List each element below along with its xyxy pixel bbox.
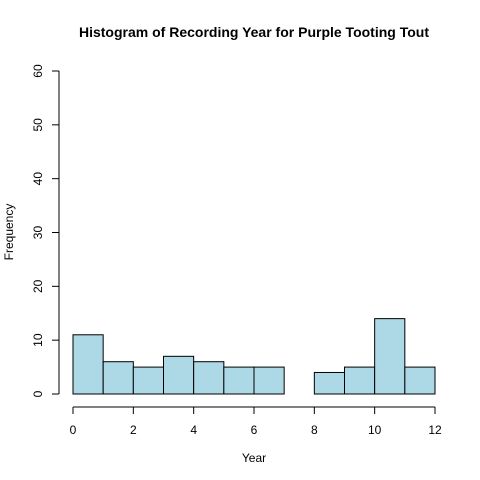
bars-group xyxy=(72,318,436,395)
x-tick-label-2: 4 xyxy=(190,423,197,437)
y-tick-label-5: 50 xyxy=(31,118,45,132)
x-axis-label: Year xyxy=(242,451,266,465)
y-tick-label-2: 20 xyxy=(31,279,45,293)
x-tick-label-1: 2 xyxy=(130,423,137,437)
y-tick-label-3: 30 xyxy=(31,226,45,240)
histogram-bar-10 xyxy=(374,318,406,395)
histogram-bar-6 xyxy=(253,366,285,395)
histogram-bar-0 xyxy=(72,334,104,395)
histogram-bar-2 xyxy=(132,366,164,395)
y-axis-label: Frequency xyxy=(2,204,16,261)
histogram-bar-9 xyxy=(344,366,376,395)
histogram-bar-8 xyxy=(313,371,346,395)
y-tick-label-4: 40 xyxy=(31,172,45,186)
x-tick-label-6: 12 xyxy=(428,423,442,437)
y-tick-label-0: 0 xyxy=(31,390,45,397)
x-tick-label-3: 6 xyxy=(251,423,258,437)
histogram-bar-5 xyxy=(223,366,255,395)
y-axis: 0 10 20 30 40 50 60 xyxy=(31,64,60,397)
x-tick-label-5: 10 xyxy=(368,423,382,437)
histogram-bar-11 xyxy=(404,366,436,395)
x-tick-label-0: 0 xyxy=(70,423,77,437)
chart-title: Histogram of Recording Year for Purple T… xyxy=(79,24,429,40)
histogram-bar-4 xyxy=(193,361,225,395)
y-tick-label-1: 10 xyxy=(31,333,45,347)
x-tick-label-4: 8 xyxy=(311,423,318,437)
y-tick-label-6: 60 xyxy=(31,64,45,78)
histogram-bar-3 xyxy=(163,355,195,395)
x-axis: 0 2 4 6 8 10 12 xyxy=(70,406,442,437)
histogram-bar-1 xyxy=(102,361,134,395)
